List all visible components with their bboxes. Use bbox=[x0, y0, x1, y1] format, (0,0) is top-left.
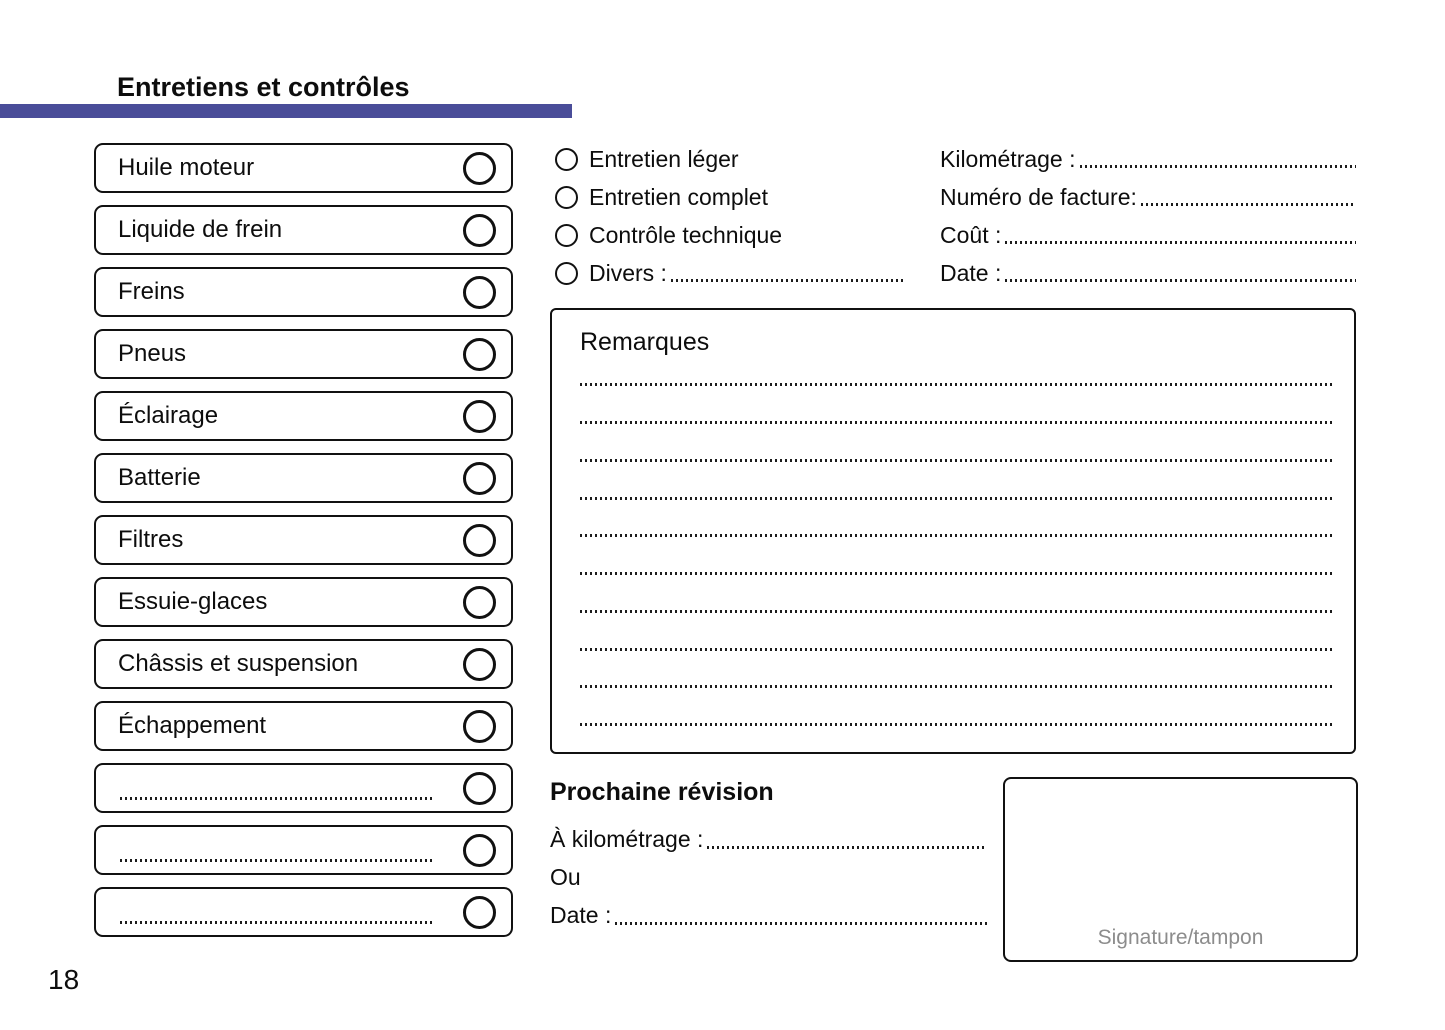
service-option-label: Contrôle technique bbox=[589, 221, 783, 248]
field-date: Date : bbox=[940, 259, 1356, 287]
checkbox-circle-icon bbox=[463, 399, 496, 433]
next-service-date: Date : bbox=[550, 900, 987, 930]
remarks-box: Remarques bbox=[550, 308, 1356, 754]
checklist-item-blank-2 bbox=[94, 825, 513, 875]
checkbox-circle-icon bbox=[463, 151, 496, 185]
field-numero-de-facture: Numéro de facture: bbox=[940, 183, 1356, 211]
next-service-dotted-line bbox=[615, 922, 987, 925]
page-title: Entretiens et contrôles bbox=[117, 72, 410, 102]
next-service-label: Date : bbox=[550, 901, 612, 928]
checklist-item-batterie: Batterie bbox=[94, 453, 513, 503]
checklist-item-label: Batterie bbox=[118, 464, 201, 491]
service-option-divers: Divers : bbox=[555, 259, 903, 287]
field-dotted-line bbox=[1079, 165, 1356, 168]
service-option-entretien-leger: Entretien léger bbox=[555, 145, 739, 173]
checklist-item-label: Châssis et suspension bbox=[118, 650, 359, 677]
field-dotted-line bbox=[1005, 279, 1356, 282]
checklist-item-label: Éclairage bbox=[118, 402, 219, 429]
radio-circle-icon bbox=[555, 185, 578, 209]
next-service-label: Ou bbox=[550, 863, 581, 890]
remarks-line bbox=[580, 383, 1332, 386]
checkbox-circle-icon bbox=[463, 523, 496, 557]
field-label: Coût : bbox=[940, 221, 1002, 248]
field-dotted-line bbox=[1005, 241, 1356, 244]
blank-dotted-line bbox=[120, 859, 433, 862]
checkbox-circle-icon bbox=[463, 213, 496, 247]
checklist-item-label: Filtres bbox=[118, 526, 184, 553]
next-service-label: À kilométrage : bbox=[550, 825, 704, 852]
signature-hint-label: Signature/tampon bbox=[1097, 926, 1264, 949]
checklist-item-essuie-glaces: Essuie-glaces bbox=[94, 577, 513, 627]
radio-circle-icon bbox=[555, 261, 578, 285]
checklist-item-huile-moteur: Huile moteur bbox=[94, 143, 513, 193]
checklist-item-label: Pneus bbox=[118, 340, 187, 367]
checkbox-circle-icon bbox=[463, 461, 496, 495]
divers-dotted-line bbox=[670, 279, 903, 282]
remarks-line bbox=[580, 610, 1332, 613]
checklist-item-eclairage: Éclairage bbox=[94, 391, 513, 441]
remarks-line bbox=[580, 497, 1332, 500]
blank-dotted-line bbox=[120, 797, 433, 800]
next-service-dotted-line bbox=[707, 846, 987, 849]
blank-dotted-line bbox=[120, 921, 433, 924]
checkbox-circle-icon bbox=[463, 895, 496, 929]
checkbox-circle-icon bbox=[463, 585, 496, 619]
checklist-item-label: Freins bbox=[118, 278, 185, 305]
remarks-line bbox=[580, 459, 1332, 462]
checklist-item-label: Essuie-glaces bbox=[118, 588, 268, 615]
service-option-label: Entretien léger bbox=[589, 145, 739, 172]
checklist-item-filtres: Filtres bbox=[94, 515, 513, 565]
checklist-item-echappement: Échappement bbox=[94, 701, 513, 751]
remarks-line bbox=[580, 685, 1332, 688]
field-kilometrage: Kilométrage : bbox=[940, 145, 1356, 173]
remarks-line bbox=[580, 421, 1332, 424]
remarks-line bbox=[580, 572, 1332, 575]
checkbox-circle-icon bbox=[463, 337, 496, 371]
checkbox-circle-icon bbox=[463, 275, 496, 309]
remarks-title: Remarques bbox=[580, 328, 710, 356]
field-label: Numéro de facture: bbox=[940, 183, 1137, 210]
checkbox-circle-icon bbox=[463, 833, 496, 867]
checklist-item-blank-3 bbox=[94, 887, 513, 937]
remarks-line bbox=[580, 648, 1332, 651]
accent-underline-bar bbox=[0, 104, 572, 118]
radio-circle-icon bbox=[555, 147, 578, 171]
service-option-label: Entretien complet bbox=[589, 183, 768, 210]
remarks-line bbox=[580, 534, 1332, 537]
page-number: 18 bbox=[48, 964, 80, 995]
field-label: Date : bbox=[940, 259, 1002, 286]
checklist-item-blank-1 bbox=[94, 763, 513, 813]
checklist-item-label: Huile moteur bbox=[118, 154, 255, 181]
checkbox-circle-icon bbox=[463, 709, 496, 743]
field-cout: Coût : bbox=[940, 221, 1356, 249]
checklist-item-freins: Freins bbox=[94, 267, 513, 317]
service-option-controle-technique: Contrôle technique bbox=[555, 221, 782, 249]
checklist-item-label: Échappement bbox=[118, 712, 267, 739]
service-option-entretien-complet: Entretien complet bbox=[555, 183, 768, 211]
next-service-ou: Ou bbox=[550, 862, 987, 892]
checklist-item-label: Liquide de frein bbox=[118, 216, 283, 243]
field-label: Kilométrage : bbox=[940, 145, 1076, 172]
checklist-item-chassis-et-suspension: Châssis et suspension bbox=[94, 639, 513, 689]
remarks-line bbox=[580, 723, 1332, 726]
next-service-kilometrage: À kilométrage : bbox=[550, 824, 987, 854]
checkbox-circle-icon bbox=[463, 771, 496, 805]
checklist-item-liquide-de-frein: Liquide de frein bbox=[94, 205, 513, 255]
radio-circle-icon bbox=[555, 223, 578, 247]
service-option-label: Divers : bbox=[589, 259, 667, 286]
field-dotted-line bbox=[1140, 203, 1356, 206]
checkbox-circle-icon bbox=[463, 647, 496, 681]
next-service-title: Prochaine révision bbox=[550, 778, 774, 806]
signature-box: Signature/tampon bbox=[1003, 777, 1358, 962]
checklist-item-pneus: Pneus bbox=[94, 329, 513, 379]
